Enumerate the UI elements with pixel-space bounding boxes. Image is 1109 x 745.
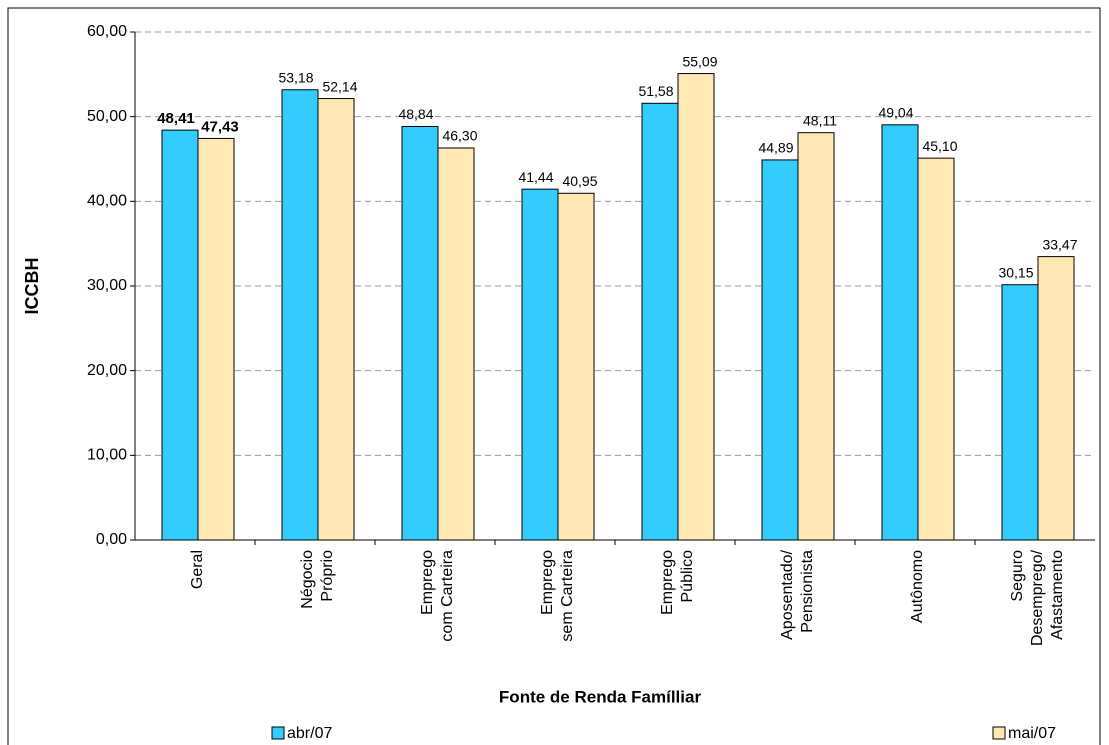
value-label: 55,09 [682, 53, 717, 69]
value-label: 48,41 [157, 110, 195, 127]
legend-label: mai/07 [1008, 725, 1056, 742]
value-label: 51,58 [638, 83, 673, 99]
bar [197, 137, 235, 541]
y-tick-label: 50,00 [87, 108, 127, 125]
y-tick-label: 20,00 [87, 362, 127, 379]
bar [761, 159, 799, 541]
bar [521, 188, 559, 541]
bar [1037, 256, 1075, 541]
value-label: 33,47 [1042, 236, 1077, 252]
x-tick-label: Emprego com Carteira [419, 550, 456, 642]
value-label: 47,43 [201, 118, 239, 135]
legend-label: abr/07 [287, 725, 332, 742]
x-tick-label: Emprego Público [659, 550, 696, 615]
bar [281, 89, 319, 541]
value-label: 48,84 [398, 106, 433, 122]
legend-swatch [271, 726, 285, 740]
value-label: 41,44 [518, 169, 553, 185]
x-axis-label: Fonte de Renda Famílliar [499, 687, 702, 706]
x-tick-label: Geral [189, 550, 206, 589]
bar [917, 157, 955, 541]
y-tick-label: 60,00 [87, 23, 127, 40]
bar [317, 98, 355, 541]
value-label: 52,14 [322, 78, 357, 94]
y-tick-label: 40,00 [87, 193, 127, 210]
value-label: 44,89 [758, 140, 793, 156]
value-label: 46,30 [442, 128, 477, 144]
bar [641, 102, 679, 541]
bar [437, 147, 475, 541]
bar [797, 132, 835, 541]
bar [557, 192, 595, 541]
value-label: 49,04 [878, 104, 913, 120]
value-label: 53,18 [278, 69, 313, 85]
y-axis-label: ICCBH [22, 258, 42, 315]
x-tick-label: Autônomo [909, 550, 926, 623]
legend-swatch [992, 726, 1006, 740]
bar [161, 129, 199, 541]
value-label: 30,15 [998, 264, 1033, 280]
x-tick-label: Seguro Desemprego/Afastamento [1009, 549, 1066, 646]
value-label: 40,95 [562, 173, 597, 189]
y-tick-label: 0,00 [96, 531, 127, 548]
x-tick-label: Aposentado/Pensionista [779, 549, 816, 639]
y-tick-label: 30,00 [87, 277, 127, 294]
bar [677, 73, 715, 541]
chart-frame [7, 7, 1101, 745]
x-tick-label: Négocio Próprio [299, 550, 336, 609]
bar [881, 124, 919, 541]
value-label: 45,10 [922, 138, 957, 154]
bar [1001, 284, 1039, 541]
bar [401, 125, 439, 541]
x-tick-label: Emprego sem Carteira [539, 550, 576, 642]
value-label: 48,11 [803, 112, 837, 128]
y-tick-label: 10,00 [87, 447, 127, 464]
